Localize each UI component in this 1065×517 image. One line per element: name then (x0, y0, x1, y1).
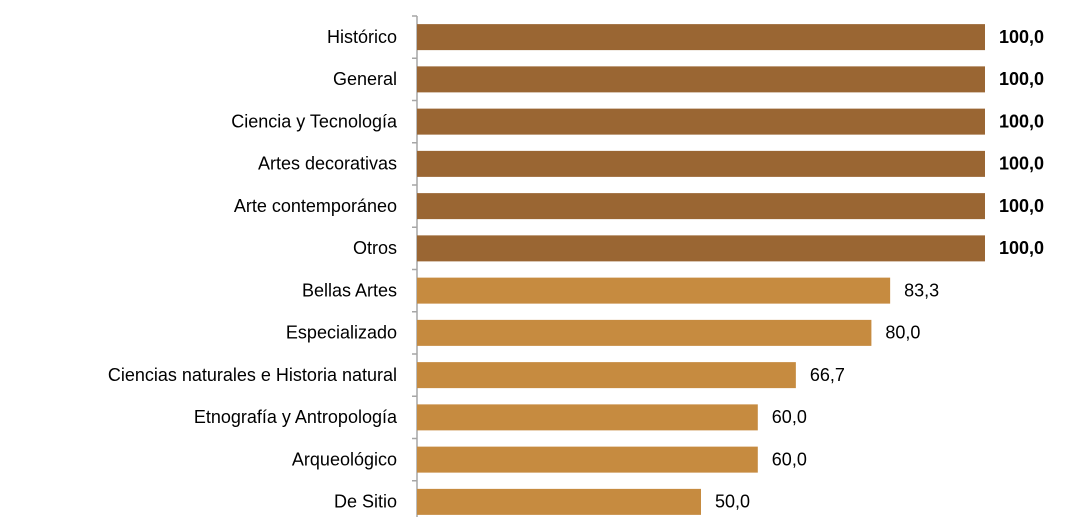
bar (417, 277, 891, 304)
y-tick-label: Bellas Artes (302, 280, 397, 300)
bar (417, 362, 796, 389)
value-label: 60,0 (772, 449, 807, 469)
y-tick-label: Otros (353, 238, 397, 258)
bar (417, 150, 985, 177)
y-tick-label: Artes decorativas (258, 154, 397, 174)
bar (417, 66, 985, 93)
value-label: 80,0 (885, 323, 920, 343)
y-tick-label: Arqueológico (292, 449, 397, 469)
y-tick-label: De Sitio (334, 492, 397, 512)
value-label: 100,0 (999, 111, 1044, 131)
value-label: 100,0 (999, 69, 1044, 89)
value-label: 50,0 (715, 492, 750, 512)
bar (417, 446, 758, 473)
y-tick-label: Ciencia y Tecnología (231, 111, 398, 131)
y-tick-label: Especializado (286, 323, 397, 343)
value-label: 66,7 (810, 365, 845, 385)
y-tick-label: Etnografía y Antropología (194, 407, 398, 427)
bar (417, 193, 985, 220)
bar (417, 235, 985, 262)
bar (417, 108, 985, 135)
bar (417, 488, 701, 515)
y-tick-label: General (333, 69, 397, 89)
y-tick-label: Arte contemporáneo (234, 196, 397, 216)
bar (417, 404, 758, 431)
y-tick-label: Histórico (327, 27, 397, 47)
value-label: 100,0 (999, 238, 1044, 258)
y-tick-label: Ciencias naturales e Historia natural (108, 365, 397, 385)
value-label: 60,0 (772, 407, 807, 427)
value-label: 100,0 (999, 196, 1044, 216)
bar (417, 319, 872, 346)
value-label: 100,0 (999, 154, 1044, 174)
value-label: 83,3 (904, 280, 939, 300)
value-label: 100,0 (999, 27, 1044, 47)
bar (417, 24, 985, 51)
